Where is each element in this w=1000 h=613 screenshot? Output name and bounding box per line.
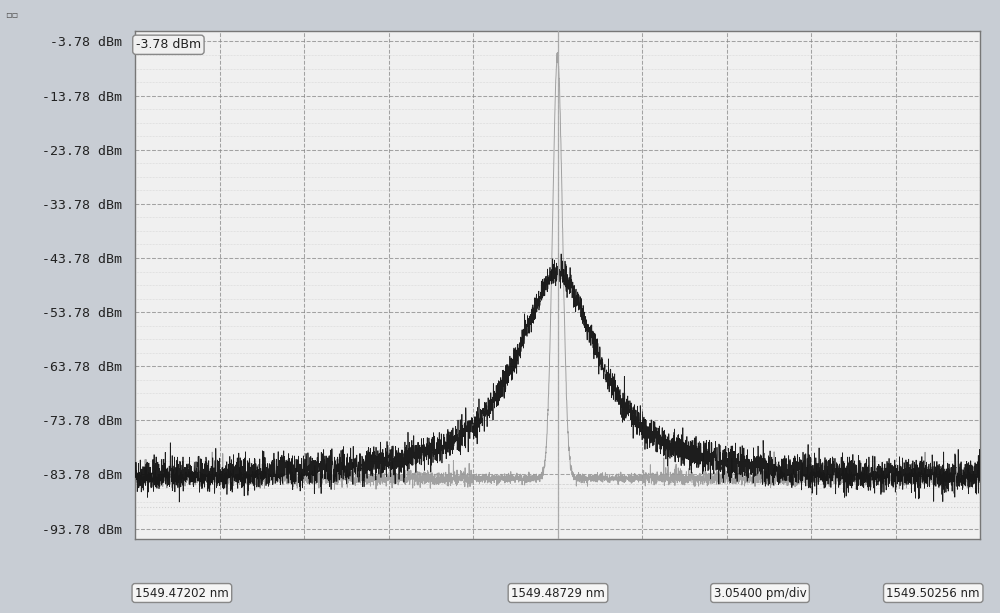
Text: 1549.50256 nm: 1549.50256 nm xyxy=(887,587,980,600)
Text: ▫▫: ▫▫ xyxy=(5,9,18,19)
Text: -3.78 dBm: -3.78 dBm xyxy=(136,38,201,51)
Text: 3.05400 pm/div: 3.05400 pm/div xyxy=(714,587,806,600)
Text: 1549.48729 nm: 1549.48729 nm xyxy=(511,587,605,600)
Text: 1549.47202 nm: 1549.47202 nm xyxy=(135,587,229,600)
